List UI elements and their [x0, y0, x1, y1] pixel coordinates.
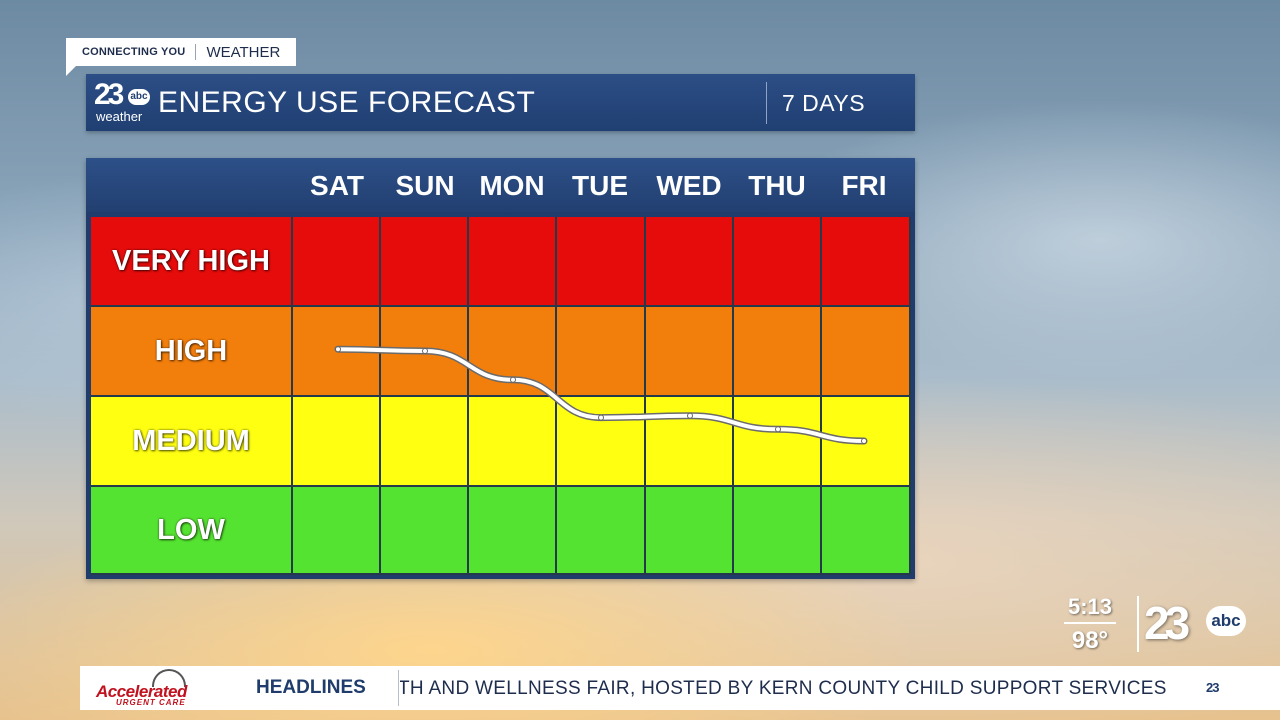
level-grid: VERY HIGH HIGH MEDIUM LOW — [91, 217, 911, 575]
trend-point — [335, 346, 341, 353]
clock-widget: 5:13 98° — [1060, 594, 1120, 655]
sponsor-name: Accelerated — [96, 682, 187, 701]
grid-cell — [381, 487, 469, 575]
trend-point — [687, 412, 693, 419]
ticker-text: TH AND WELLNESS FAIR, HOSTED BY KERN COU… — [400, 678, 1167, 699]
grid-cell — [557, 217, 646, 307]
day-label: SUN — [395, 170, 455, 201]
grid-cell — [557, 307, 646, 397]
page-title: ENERGY USE FORECAST — [158, 86, 536, 119]
grid-cell — [822, 307, 911, 397]
grid-cell — [293, 487, 381, 575]
grid-cell — [293, 397, 381, 487]
grid-cell — [646, 397, 734, 487]
current-temperature: 98° — [1071, 627, 1109, 654]
station-logo-number: 23 — [94, 78, 124, 111]
sponsor-logo: Accelerated URGENT CARE — [80, 666, 230, 710]
station-logo-sub: weather — [96, 109, 143, 124]
grid-cell — [469, 397, 557, 487]
trend-point — [861, 438, 867, 444]
title-bar: 23 abc weather ENERGY USE FORECAST 7 DAY… — [86, 74, 915, 131]
trend-point — [598, 414, 604, 421]
ticker-divider — [398, 670, 399, 706]
level-label-high: HIGH — [91, 307, 293, 397]
day-label: TUE — [572, 170, 628, 201]
grid-cell — [646, 217, 734, 307]
grid-cell — [822, 487, 911, 575]
grid-cell — [381, 397, 469, 487]
trend-line-outline — [334, 345, 868, 445]
grid-cell — [646, 487, 734, 575]
grid-cell — [293, 217, 381, 307]
current-time: 5:13 — [1067, 594, 1113, 619]
bug-logo-number: 23 — [1144, 597, 1190, 649]
clock-divider — [1064, 622, 1116, 624]
news-ticker: Accelerated URGENT CARE HEADLINES TH AND… — [80, 666, 1280, 710]
grid-cell — [646, 307, 734, 397]
grid-cell — [734, 487, 822, 575]
title-divider — [766, 82, 767, 124]
sponsor-sub: URGENT CARE — [116, 698, 186, 707]
grid-cell — [469, 217, 557, 307]
trend-point — [775, 426, 781, 433]
ticker-crawl: TH AND WELLNESS FAIR, HOSTED BY KERN COU… — [400, 666, 1190, 710]
level-label-medium: MEDIUM — [91, 397, 293, 487]
ticker-label: HEADLINES — [256, 677, 366, 698]
tag-divider — [195, 44, 197, 60]
day-label: SAT — [310, 170, 364, 201]
day-label: FRI — [841, 170, 887, 201]
station-bug-logo: 23 abc — [1144, 597, 1248, 649]
day-label: THU — [748, 170, 806, 201]
ticker-station-logo: 23 — [1206, 680, 1220, 695]
level-label-very-high: VERY HIGH — [91, 217, 293, 307]
tag-tagline: CONNECTING YOU — [82, 46, 186, 58]
grid-cell — [734, 397, 822, 487]
bug-divider — [1137, 596, 1139, 652]
forecast-range: 7 DAYS — [782, 90, 866, 116]
grid-cell — [822, 217, 911, 307]
tag-section: WEATHER — [206, 43, 281, 61]
grid-cell — [734, 307, 822, 397]
grid-cell — [734, 217, 822, 307]
day-label: MON — [479, 170, 545, 201]
station-logo: 23 abc weather — [94, 80, 152, 126]
abc-bug-icon: abc — [1206, 606, 1246, 636]
grid-cell — [557, 487, 646, 575]
abc-logo-icon: abc — [128, 89, 150, 105]
segment-tag: CONNECTING YOU WEATHER — [66, 38, 296, 76]
energy-trend-line — [334, 345, 868, 445]
day-label: WED — [656, 170, 722, 201]
day-header-row: SAT SUN MON TUE WED THU FRI — [86, 158, 915, 212]
grid-cell — [381, 217, 469, 307]
grid-cell — [469, 487, 557, 575]
level-label-low: LOW — [91, 487, 293, 575]
forecast-panel: SAT SUN MON TUE WED THU FRI VERY HIGH HI… — [86, 158, 915, 579]
trend-point — [422, 348, 428, 354]
trend-point — [510, 376, 516, 383]
